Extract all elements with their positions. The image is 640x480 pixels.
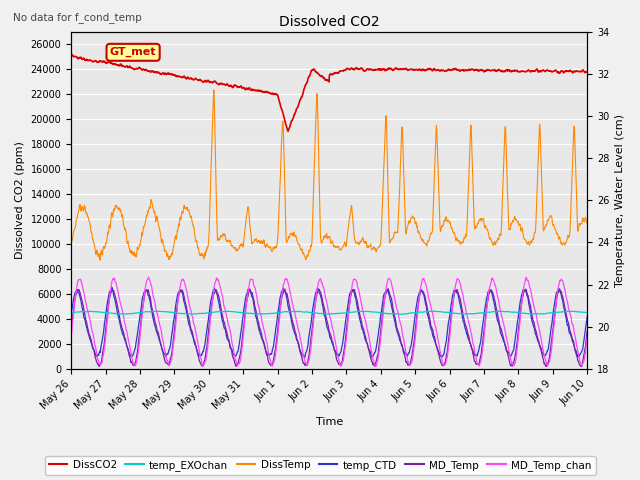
- Legend: DissCO2, temp_EXOchan, DissTemp, temp_CTD, MD_Temp, MD_Temp_chan: DissCO2, temp_EXOchan, DissTemp, temp_CT…: [45, 456, 595, 475]
- Y-axis label: Dissolved CO2 (ppm): Dissolved CO2 (ppm): [15, 141, 25, 259]
- X-axis label: Time: Time: [316, 417, 343, 427]
- Text: GT_met: GT_met: [110, 47, 156, 58]
- Title: Dissolved CO2: Dissolved CO2: [279, 15, 380, 29]
- Text: No data for f_cond_temp: No data for f_cond_temp: [13, 12, 141, 23]
- Y-axis label: Temperature, Water Level (cm): Temperature, Water Level (cm): [615, 114, 625, 287]
